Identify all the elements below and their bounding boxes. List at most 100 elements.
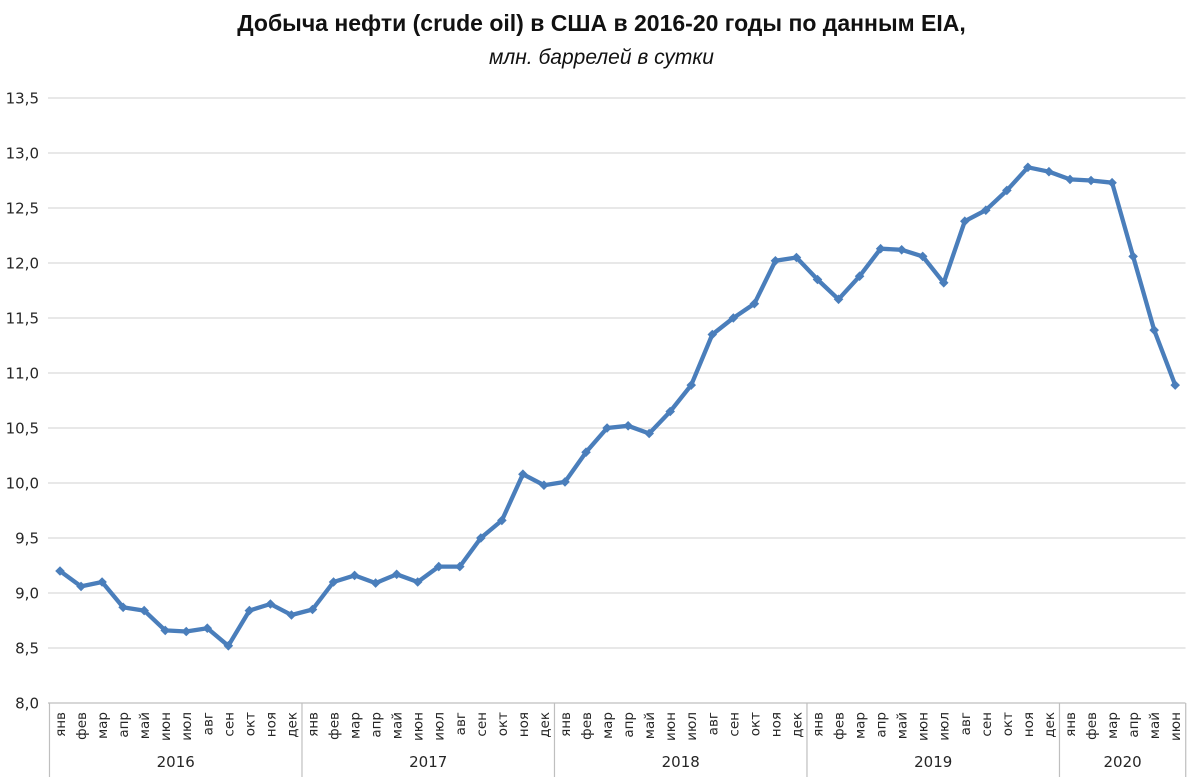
data-point-marker	[875, 243, 886, 254]
x-axis-month-label: фев	[579, 712, 595, 740]
chart-subtitle: млн. баррелей в сутки	[489, 46, 714, 69]
x-axis-month-label: ноя	[263, 712, 279, 737]
y-axis-tick-label: 8,0	[15, 695, 39, 713]
data-point-marker	[370, 578, 381, 588]
data-point-marker	[539, 480, 549, 490]
data-point-marker	[812, 274, 823, 285]
x-axis-month-label: июл	[937, 712, 953, 741]
x-axis-year-label: 2020	[1104, 753, 1142, 771]
data-point-marker	[328, 577, 339, 587]
x-axis-month-label: июл	[684, 712, 700, 741]
y-axis-tick-label: 13,0	[6, 145, 39, 163]
x-axis-month-label: июл	[432, 712, 448, 741]
data-point-marker	[791, 252, 802, 263]
x-axis-month-label: фев	[832, 712, 848, 740]
data-point-marker	[686, 380, 697, 390]
y-axis-tick-label: 10,0	[6, 475, 39, 493]
data-point-marker	[938, 278, 949, 288]
x-axis-month-label: сен	[726, 712, 742, 737]
x-axis-month-label: авг	[200, 712, 216, 735]
data-point-marker	[770, 256, 781, 266]
data-point-marker	[896, 245, 907, 255]
data-point-marker	[1170, 380, 1180, 390]
data-series-line	[57, 165, 1178, 648]
x-axis-year-label: 2018	[662, 753, 700, 771]
x-axis-month-label: сен	[979, 712, 995, 737]
x-axis-month-label: июн	[158, 712, 174, 741]
data-point-marker	[917, 251, 928, 262]
data-point-marker	[160, 625, 171, 636]
y-axis-tick-label: 9,0	[15, 585, 39, 603]
x-axis-month-label: янв	[810, 712, 826, 737]
data-point-marker	[349, 570, 360, 581]
data-point-marker	[181, 626, 192, 637]
x-axis-month-label: янв	[305, 712, 321, 737]
data-point-marker	[55, 566, 65, 576]
x-axis-month-label: дек	[1042, 712, 1058, 738]
x-axis-month-label: авг	[958, 712, 974, 735]
x-axis-month-label: фев	[74, 712, 90, 740]
data-point-marker	[749, 298, 760, 309]
x-axis-year-label: 2019	[914, 753, 952, 771]
x-axis-month-label: сен	[221, 712, 237, 737]
x-axis-month-label: апр	[1126, 712, 1142, 738]
data-point-marker	[286, 610, 297, 620]
data-point-marker	[1002, 185, 1012, 196]
data-point-marker	[1023, 162, 1033, 173]
data-point-marker	[981, 205, 991, 215]
data-point-marker	[665, 406, 676, 417]
data-point-marker	[833, 294, 844, 305]
data-point-marker	[476, 533, 486, 543]
x-axis-month-label: фев	[327, 712, 343, 740]
x-axis-month-label: авг	[705, 712, 721, 735]
data-point-marker	[1044, 166, 1054, 177]
x-axis-month-label: июн	[663, 712, 679, 741]
data-point-marker	[1107, 177, 1117, 188]
x-axis-month-label: дек	[284, 712, 300, 738]
data-point-marker	[959, 216, 970, 226]
y-axis-tick-label: 13,5	[6, 90, 39, 108]
data-point-marker	[854, 271, 865, 281]
x-axis-month-label: авг	[453, 712, 469, 735]
x-axis-month-label: апр	[874, 712, 890, 738]
x-axis-month-label: янв	[53, 712, 69, 737]
data-point-marker	[202, 623, 213, 633]
data-point-marker	[623, 421, 633, 431]
x-axis-month-label: май	[390, 712, 406, 739]
x-axis-month-label: дек	[789, 712, 805, 738]
x-axis-month-label: июн	[916, 712, 932, 741]
x-axis-month-label: мар	[1105, 712, 1121, 739]
data-point-marker	[391, 569, 402, 580]
data-point-marker	[139, 605, 149, 616]
x-axis-month-label: окт	[747, 712, 763, 736]
data-point-marker	[244, 605, 255, 616]
data-point-marker	[265, 599, 276, 609]
y-axis-tick-label: 9,5	[15, 530, 39, 548]
x-axis-month-label: мар	[95, 712, 111, 739]
data-point-marker	[560, 477, 570, 487]
y-axis-tick-label: 11,5	[6, 310, 39, 328]
x-axis-month-label: янв	[558, 712, 574, 737]
data-point-marker	[454, 561, 465, 572]
y-axis-tick-label: 8,5	[15, 640, 39, 658]
x-axis-month-label: май	[895, 712, 911, 739]
x-axis-month-label: янв	[1063, 712, 1079, 737]
data-point-marker	[223, 641, 234, 651]
x-axis-month-label: сен	[474, 712, 490, 737]
data-point-marker	[76, 581, 86, 592]
data-point-marker	[518, 469, 528, 479]
data-point-marker	[307, 604, 318, 615]
data-point-marker	[497, 515, 507, 526]
data-point-marker	[644, 428, 654, 439]
x-axis-month-label: апр	[116, 712, 132, 738]
data-point-marker	[1065, 174, 1075, 185]
x-axis-month-label: мар	[600, 712, 616, 739]
x-axis-month-label: фев	[1084, 712, 1100, 740]
y-axis-tick-label: 10,5	[6, 420, 39, 438]
data-point-marker	[581, 447, 591, 457]
chart-title: Добыча нефти (crude oil) в США в 2016-20…	[237, 10, 966, 36]
data-point-marker	[118, 602, 128, 613]
data-point-marker	[728, 313, 739, 323]
data-point-marker	[1086, 175, 1096, 186]
